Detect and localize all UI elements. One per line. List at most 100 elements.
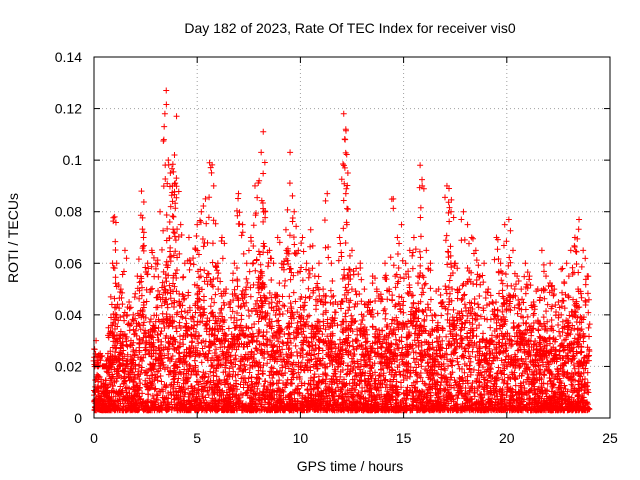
data-point [242, 379, 249, 386]
data-point [180, 371, 187, 378]
data-point [437, 382, 444, 389]
data-point [307, 377, 314, 384]
data-point [434, 379, 441, 386]
data-point [210, 390, 217, 397]
data-point [361, 388, 368, 395]
data-point [454, 395, 461, 402]
data-point [162, 383, 169, 390]
data-point [341, 266, 348, 273]
data-point [205, 373, 212, 380]
data-point [321, 394, 328, 401]
data-point [358, 372, 365, 379]
data-point [347, 389, 354, 396]
data-point [345, 281, 352, 288]
data-point [306, 350, 313, 357]
data-point [584, 388, 591, 395]
data-point [530, 347, 537, 354]
data-point [158, 328, 165, 335]
data-point [328, 348, 335, 355]
data-point [259, 388, 266, 395]
data-point [306, 312, 313, 319]
data-point [188, 315, 195, 322]
data-point [314, 365, 321, 372]
data-point [426, 386, 433, 393]
data-point [331, 366, 338, 373]
data-point [207, 303, 214, 310]
data-point [169, 280, 176, 287]
data-point [459, 337, 466, 344]
data-point [459, 321, 466, 328]
data-point [388, 320, 395, 327]
data-point [104, 369, 111, 376]
data-point [348, 312, 355, 319]
data-point [232, 372, 239, 379]
data-point [404, 341, 411, 348]
data-point [268, 364, 275, 371]
data-point [279, 346, 286, 353]
data-point [314, 365, 321, 372]
data-point [585, 353, 592, 360]
data-point [343, 397, 350, 404]
data-point [453, 344, 460, 351]
data-point [117, 383, 124, 390]
data-point [189, 392, 196, 399]
data-point [413, 364, 420, 371]
data-point [287, 276, 294, 283]
data-point [294, 309, 301, 316]
data-point [171, 283, 178, 290]
data-point [493, 396, 500, 403]
data-point [269, 375, 276, 382]
data-point [155, 287, 162, 294]
data-point [402, 361, 409, 368]
data-point [234, 283, 241, 290]
data-point [211, 381, 218, 388]
data-point [192, 344, 199, 351]
data-point [414, 387, 421, 394]
data-point [570, 352, 577, 359]
data-point [241, 332, 248, 339]
data-point [161, 324, 168, 331]
data-point [420, 388, 427, 395]
data-point [385, 334, 392, 341]
data-point [351, 351, 358, 358]
data-point [443, 333, 450, 340]
data-point [446, 277, 453, 284]
data-point [146, 375, 153, 382]
data-point [568, 394, 575, 401]
data-point [201, 278, 208, 285]
data-point [292, 298, 299, 305]
data-point [515, 323, 522, 330]
data-point [303, 351, 310, 358]
data-point [304, 387, 311, 394]
data-point [136, 376, 143, 383]
data-point [446, 338, 453, 345]
data-point [378, 344, 385, 351]
data-point [223, 378, 230, 385]
data-point [249, 330, 256, 337]
data-point [424, 370, 431, 377]
data-point [139, 358, 146, 365]
data-point [238, 312, 245, 319]
data-point [380, 370, 387, 377]
data-point [509, 392, 516, 399]
data-point [179, 336, 186, 343]
data-point [518, 384, 525, 391]
data-point [268, 318, 275, 325]
data-point [136, 279, 143, 286]
data-point [460, 292, 467, 299]
data-point [578, 349, 585, 356]
data-point [281, 331, 288, 338]
data-point [246, 339, 253, 346]
data-point [193, 371, 200, 378]
data-point [229, 364, 236, 371]
data-point [412, 359, 419, 366]
data-point [447, 370, 454, 377]
data-point [531, 396, 538, 403]
data-point [293, 348, 300, 355]
data-point [261, 378, 268, 385]
data-point [492, 375, 499, 382]
data-point [466, 388, 473, 395]
data-point [292, 342, 299, 349]
data-point [166, 340, 173, 347]
data-point [448, 358, 455, 365]
